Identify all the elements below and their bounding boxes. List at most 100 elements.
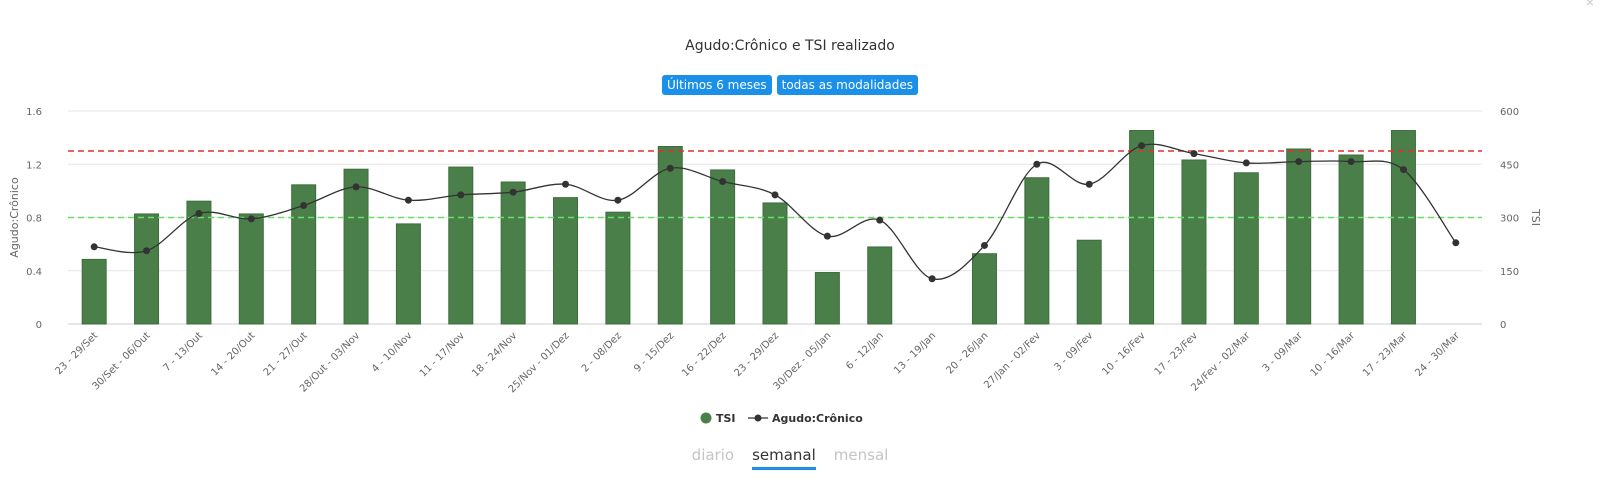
x-tick-label: 30/Set - 06/Out [91,330,153,392]
tsi-bar [448,166,474,325]
tsi-bar [867,246,893,325]
x-tick-label: 3 - 09/Mar [1261,330,1306,375]
tsi-bar [500,181,526,325]
acwr-point [562,180,570,188]
tsi-bar [134,213,160,325]
x-tick-label: 3 - 09/Fev [1052,330,1095,373]
x-tick-label: 16 - 22/Dez [680,330,729,379]
acwr-point [980,241,988,249]
y-tick-label: 0 [36,320,42,331]
y-tick-label: 0.8 [26,214,42,225]
acwr-point [195,210,203,218]
acwr-point [1033,160,1041,168]
tsi-bar [343,168,369,325]
x-tick-label: 21 - 27/Out [262,330,310,378]
acwr-point [247,215,255,223]
acwr-point [1138,142,1146,150]
tab-daily[interactable]: diario [691,446,735,464]
tsi-bar [395,223,421,325]
x-tick-label: 10 - 16/Mar [1309,330,1358,379]
acwr-point [1452,239,1460,247]
x-tick-label: 9 - 15/Dez [632,330,676,374]
tsi-bar [1076,239,1102,325]
close-icon[interactable]: × [1585,0,1594,10]
tsi-bar [762,202,788,325]
x-tick-label: 20 - 26/Jan [944,330,990,376]
acwr-point [1190,150,1198,158]
tsi-bar [605,211,631,325]
tsi-bar [186,200,212,325]
filter-bar: Últimos 6 meses todas as modalidades [0,75,1580,95]
acwr-line [94,143,1457,280]
acwr-point [666,164,674,172]
legend-tsi-swatch [700,412,712,424]
acwr-point [1347,158,1355,166]
x-tick-label: 6 - 12/Jan [844,330,886,372]
tsi-bar [814,272,840,325]
x-tick-label: 23 - 29/Set [53,330,100,377]
tab-weekly[interactable]: semanal [752,446,816,470]
acwr-point [1242,159,1250,167]
x-tick-label: 4 - 10/Nov [370,330,415,375]
acwr-point [1085,180,1093,188]
y2-tick-label: 0 [1500,320,1506,331]
tsi-bar [238,213,264,325]
tab-monthly[interactable]: mensal [833,446,889,464]
tsi-bar [1024,177,1050,325]
tsi-bar [553,197,579,325]
tsi-bar [710,169,736,325]
legend-acwr-marker [754,414,762,422]
acwr-point [90,243,98,251]
y2-tick-label: 150 [1500,267,1519,278]
tsi-bar [657,146,683,325]
y2-tick-label: 600 [1500,107,1519,118]
x-tick-label: 17 - 23/Fev [1153,330,1200,377]
acwr-point [928,275,936,283]
y-axis-title: Agudo:Crônico [8,177,21,258]
x-tick-label: 23 - 29/Dez [732,330,781,379]
tsi-bar [1286,148,1312,325]
tsi-bar [1129,130,1155,325]
y2-tick-label: 300 [1500,214,1519,225]
granularity-tabs: diario semanal mensal [0,446,1580,470]
x-tick-label: 7 - 13/Out [162,330,206,374]
y-tick-label: 0.4 [26,267,42,278]
x-tick-label: 13 - 19/Jan [892,330,938,376]
x-tick-label: 14 - 20/Out [209,330,257,378]
acwr-point [457,191,465,199]
acwr-point [143,247,151,255]
acwr-point [876,216,884,224]
acwr-point [509,188,517,196]
period-filter-chip[interactable]: Últimos 6 meses [661,75,772,95]
tsi-bar [1390,130,1416,325]
legend-acwr-label: Agudo:Crônico [772,412,863,425]
acwr-point [719,178,727,186]
tsi-bar [1338,154,1364,325]
y2-tick-label: 450 [1500,160,1519,171]
x-tick-label: 10 - 16/Fev [1100,330,1147,377]
chart-title: Agudo:Crônico e TSI realizado [685,38,895,54]
acwr-point [823,232,831,240]
tsi-bar [971,253,997,325]
tsi-bar [81,258,107,325]
acwr-point [300,202,308,210]
acwr-point [614,196,622,204]
x-tick-label: 11 - 17/Nov [418,330,467,379]
y2-axis-title: TSI [1529,208,1542,226]
acwr-point [1399,166,1407,174]
x-tick-label: 18 - 24/Nov [470,330,519,379]
x-tick-label: 2 - 08/Dez [580,330,624,374]
modality-filter-chip[interactable]: todas as modalidades [776,75,919,95]
x-tick-label: 24 - 30/Mar [1413,330,1462,379]
legend-tsi-label: TSI [716,412,736,425]
x-tick-label: 27/Jan - 02/Fev [982,330,1043,391]
tsi-bar [1181,159,1207,325]
x-tick-label: 17 - 23/Mar [1361,330,1410,379]
y-tick-label: 1.2 [26,160,42,171]
tsi-bar [1233,172,1259,325]
x-tick-label: 30/Dez - 05/Jan [771,330,833,392]
acwr-point [352,183,360,191]
acwr-point [404,196,412,204]
acwr-point [1295,158,1303,166]
